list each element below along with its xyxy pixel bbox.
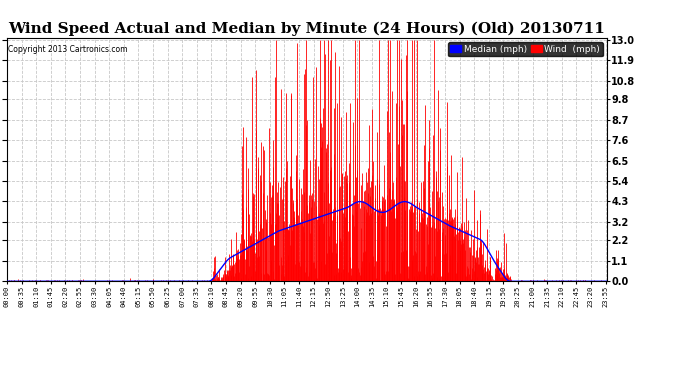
Title: Wind Speed Actual and Median by Minute (24 Hours) (Old) 20130711: Wind Speed Actual and Median by Minute (…: [8, 22, 606, 36]
Text: Copyright 2013 Cartronics.com: Copyright 2013 Cartronics.com: [8, 45, 128, 54]
Legend: Median (mph), Wind  (mph): Median (mph), Wind (mph): [448, 42, 602, 56]
